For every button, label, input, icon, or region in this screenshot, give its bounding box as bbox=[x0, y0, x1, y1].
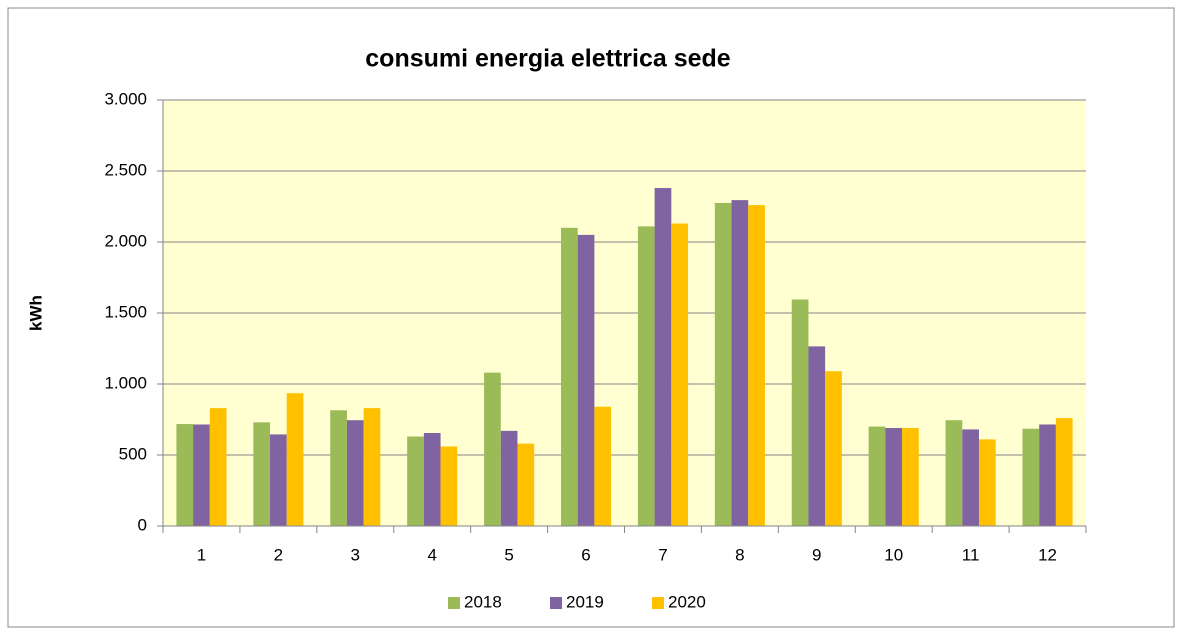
x-tick-label: 8 bbox=[735, 545, 744, 564]
x-tick-label: 4 bbox=[427, 545, 436, 564]
x-tick-label: 9 bbox=[812, 545, 821, 564]
x-tick-label: 5 bbox=[504, 545, 513, 564]
y-tick-label: 0 bbox=[138, 515, 147, 534]
bar bbox=[253, 422, 271, 526]
bar bbox=[902, 428, 919, 526]
bar bbox=[346, 420, 364, 526]
x-tick-label: 10 bbox=[884, 545, 903, 564]
x-tick-label: 11 bbox=[962, 545, 980, 564]
bar bbox=[517, 443, 535, 526]
bar bbox=[193, 424, 210, 526]
legend-label: 2019 bbox=[566, 592, 604, 611]
x-tick-label: 7 bbox=[658, 545, 667, 564]
bar bbox=[484, 372, 501, 526]
bar bbox=[978, 439, 996, 526]
bar bbox=[637, 226, 655, 526]
legend-label: 2018 bbox=[464, 592, 502, 611]
bar bbox=[791, 299, 809, 526]
y-tick-label: 2.000 bbox=[104, 231, 147, 250]
bar bbox=[270, 434, 287, 526]
bar bbox=[560, 227, 578, 527]
bar bbox=[209, 408, 227, 526]
y-tick-label: 1.500 bbox=[104, 302, 147, 321]
x-tick-label: 2 bbox=[274, 545, 283, 564]
bar bbox=[945, 420, 963, 526]
y-axis-label: kWh bbox=[26, 295, 45, 331]
bar bbox=[286, 393, 304, 526]
y-tick-label: 2.500 bbox=[104, 160, 147, 179]
x-tick-label: 12 bbox=[1038, 545, 1057, 564]
bar bbox=[748, 205, 765, 526]
x-tick-label: 6 bbox=[581, 545, 590, 564]
legend-swatch bbox=[550, 597, 562, 609]
bar bbox=[363, 408, 381, 526]
bar bbox=[330, 410, 347, 526]
bar bbox=[1022, 428, 1040, 526]
bar bbox=[423, 432, 441, 526]
bar bbox=[1055, 418, 1073, 526]
legend-swatch bbox=[652, 597, 664, 609]
legend-swatch bbox=[448, 597, 460, 609]
bar bbox=[440, 446, 458, 526]
x-tick-label: 3 bbox=[351, 545, 360, 564]
bar bbox=[671, 223, 689, 527]
y-tick-label: 500 bbox=[119, 444, 147, 463]
legend-label: 2020 bbox=[668, 592, 706, 611]
bar bbox=[500, 430, 518, 526]
bar bbox=[962, 429, 979, 526]
bar bbox=[594, 406, 612, 526]
bar bbox=[176, 424, 194, 526]
bar bbox=[654, 188, 672, 527]
bar bbox=[808, 346, 826, 526]
y-tick-label: 1.000 bbox=[104, 373, 147, 392]
bar bbox=[868, 426, 886, 526]
x-tick-label: 1 bbox=[197, 545, 206, 564]
bar bbox=[885, 428, 903, 526]
bar bbox=[1039, 424, 1056, 526]
chart-title: consumi energia elettrica sede bbox=[365, 45, 731, 73]
y-tick-label: 3.000 bbox=[104, 89, 147, 108]
bar bbox=[714, 202, 732, 526]
bar bbox=[407, 436, 424, 526]
bar bbox=[731, 200, 749, 527]
bar bbox=[577, 234, 595, 526]
bar bbox=[825, 371, 842, 526]
